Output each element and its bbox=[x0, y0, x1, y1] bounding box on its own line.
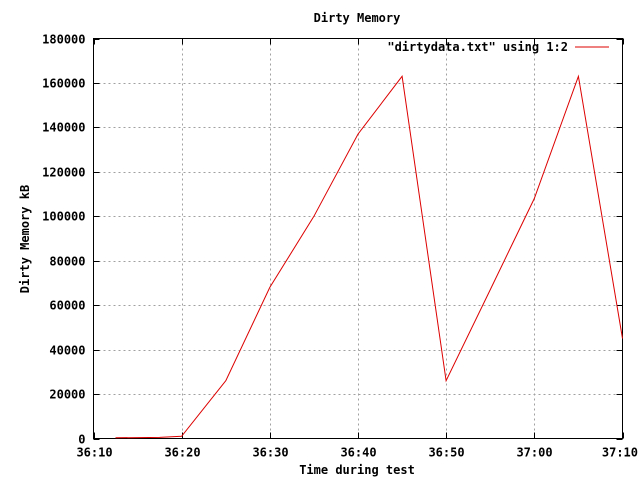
y-tick-label: 40000 bbox=[49, 344, 85, 358]
y-tick-label: 60000 bbox=[49, 299, 85, 313]
y-tick-label: 20000 bbox=[49, 388, 85, 402]
x-tick-label: 37:00 bbox=[516, 446, 552, 460]
chart-title: Dirty Memory bbox=[314, 11, 401, 25]
x-axis: 36:10 36:20 36:30 36:40 36:50 37:00 37:10 bbox=[76, 38, 638, 460]
x-tick-label: 36:50 bbox=[428, 446, 464, 460]
x-tick-label: 36:40 bbox=[340, 446, 376, 460]
y-tick-label: 120000 bbox=[42, 166, 85, 180]
legend-label: "dirtydata.txt" using 1:2 bbox=[387, 40, 568, 54]
y-tick-label: 0 bbox=[78, 433, 85, 447]
y-axis-label: Dirty Memory kB bbox=[18, 185, 32, 293]
x-axis-label: Time during test bbox=[299, 463, 415, 477]
x-tick-label: 36:10 bbox=[76, 446, 112, 460]
x-tick-label: 36:20 bbox=[164, 446, 200, 460]
x-tick-label: 36:30 bbox=[252, 446, 288, 460]
series-layer bbox=[115, 74, 623, 439]
y-axis: 0 20000 40000 60000 80000 100000 120000 140000 1… bbox=[42, 33, 623, 447]
grid bbox=[93, 38, 623, 439]
y-tick-label: 100000 bbox=[42, 210, 85, 224]
series-line bbox=[115, 74, 623, 439]
y-tick-label: 160000 bbox=[42, 77, 85, 91]
y-tick-label: 140000 bbox=[42, 121, 85, 135]
x-tick-label: 37:10 bbox=[602, 446, 638, 460]
y-tick-label: 180000 bbox=[42, 33, 85, 47]
legend: "dirtydata.txt" using 1:2 bbox=[387, 40, 609, 54]
y-tick-label: 80000 bbox=[49, 255, 85, 269]
